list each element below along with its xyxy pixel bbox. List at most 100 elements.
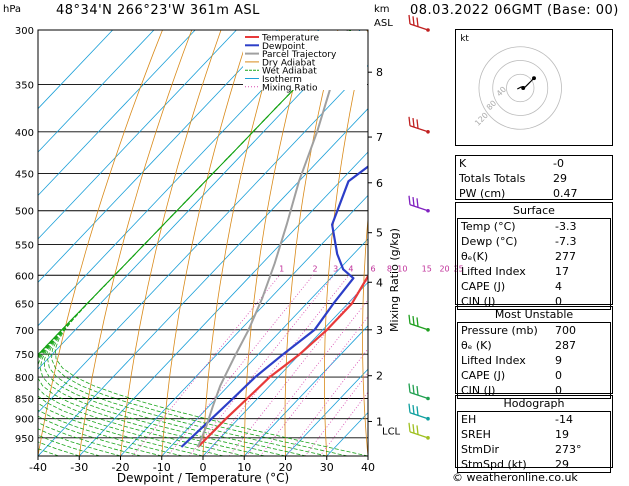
index-label: PW (cm)	[459, 187, 506, 200]
surface-label: Lifted Index	[461, 265, 526, 278]
y-axis-unit: hPa	[3, 4, 21, 15]
mu-value: 700	[555, 324, 576, 337]
pressure-tick-label: 700	[15, 326, 34, 337]
table-row: Dewp (°C) -7.3	[458, 234, 610, 249]
dry-adiabat-line	[202, 30, 280, 456]
mixing-ratio-tick-label: 20	[439, 264, 449, 273]
hodograph-ring-label: 40	[495, 85, 508, 98]
section-title: Hodograph	[503, 397, 565, 410]
most-unstable-table: Most Unstable Pressure (mb) 700 θₑ (K) 287…	[455, 306, 613, 399]
mixing-ratio-line	[205, 275, 350, 456]
pressure-tick-label: 800	[15, 373, 34, 384]
isotherm-line	[38, 30, 155, 153]
table-row: CAPE (J) 4	[458, 279, 610, 294]
table-row: Pressure (mb) 700	[458, 323, 610, 338]
mixing-ratio-tick-label: 3	[333, 264, 338, 273]
table-row: Temp (°C) -3.3	[458, 219, 610, 234]
mixing-ratio-tick-label: 10	[397, 264, 407, 273]
dry-adiabat-line	[284, 30, 339, 456]
isotherm-line	[38, 30, 196, 197]
pressure-tick-label: 550	[15, 240, 34, 251]
surface-value: 4	[555, 280, 562, 293]
legend-label: Parcel Trajectory	[262, 50, 337, 60]
wet-adiabat-line	[38, 30, 352, 456]
index-label: K	[459, 157, 467, 170]
isotherm-line	[38, 30, 113, 110]
mu-label: CIN (J)	[461, 384, 496, 397]
isotherm-line	[38, 64, 368, 414]
wind-barb	[408, 116, 430, 134]
dry-adiabat-line	[78, 30, 193, 456]
location-header: 48°34'N 266°23'W 361m ASL	[56, 3, 260, 18]
temp-tick-label: 10	[237, 461, 251, 474]
temp-tick-label: -10	[153, 461, 171, 474]
hodograph-ring	[506, 73, 535, 103]
km-tick-label: 1	[376, 415, 383, 428]
mixing-ratio-line	[285, 348, 368, 456]
surface-value: -3.3	[555, 220, 577, 233]
km-tick-label: 5	[376, 227, 383, 240]
hodo-value: 29	[555, 458, 569, 471]
mixing-ratio-tick-label: 15	[422, 264, 432, 273]
dry-adiabat-line	[400, 30, 426, 456]
isotherm-line	[120, 194, 368, 456]
wind-barb	[408, 422, 430, 440]
mixing-ratio-tick-label: 6	[371, 264, 376, 273]
indices-table: K -0 Totals Totals 29 PW (cm) 0.47	[455, 155, 613, 200]
isotherm-line	[285, 368, 368, 456]
section-title: Most Unstable	[494, 308, 574, 321]
hodograph-unit-label: kt	[460, 34, 469, 44]
surface-value: 277	[555, 250, 576, 263]
hodo-value: 19	[555, 428, 569, 441]
table-row: θₑ (K) 287	[458, 338, 610, 353]
dry-adiabat-line	[323, 30, 368, 456]
mixing-ratio-tick-label: 1	[279, 264, 284, 273]
surface-label: Dewp (°C)	[461, 235, 518, 248]
copyright-footer: © weatheronline.co.uk	[452, 471, 578, 484]
lcl-label: LCL	[382, 426, 401, 437]
hodograph-mean-point	[521, 86, 526, 90]
isotherm-line	[202, 281, 368, 456]
dewpoint-line	[180, 165, 368, 448]
table-row: CIN (J) 0	[458, 383, 610, 398]
parcel-trajectory-line	[196, 30, 349, 448]
wind-barb	[408, 195, 430, 213]
hodo-label: EH	[461, 413, 477, 426]
plot-lines	[38, 30, 426, 456]
table-row: Lifted Index 9	[458, 353, 610, 368]
dry-adiabat-line	[38, 30, 163, 456]
wet-adiabat-line	[39, 30, 352, 456]
dry-adiabat-line	[243, 30, 310, 456]
table-row: Totals Totals 29	[456, 171, 612, 186]
pressure-tick-label: 450	[15, 169, 34, 180]
wind-barb	[408, 403, 430, 421]
table-row: StmSpd (kt) 29	[458, 457, 610, 472]
table-row: CIN (J) 0	[458, 294, 610, 309]
temperature-line	[197, 274, 368, 448]
x-axis-label: Dewpoint / Temperature (°C)	[117, 471, 289, 485]
isotherm-line	[38, 30, 278, 283]
surface-value: -7.3	[555, 235, 577, 248]
hodo-value: -14	[555, 413, 573, 426]
mu-value: 0	[555, 369, 562, 382]
pressure-tick-label: 900	[15, 415, 34, 426]
legend-label: Mixing Ratio	[262, 83, 318, 93]
plot-area: hPa3003504004505005506006507007508008509…	[3, 4, 464, 485]
hodograph-ring	[478, 46, 562, 130]
isotherm-line	[38, 108, 368, 456]
pressure-tick-label: 350	[15, 81, 34, 92]
legend-label: Isotherm	[262, 75, 302, 85]
dry-adiabat-line	[161, 30, 251, 456]
mixing-ratio-tick-label: 2	[312, 264, 317, 273]
wet-adiabat-line	[38, 30, 352, 456]
mixing-ratio-tick-label: 25	[454, 264, 464, 273]
wet-adiabat-line	[38, 30, 352, 456]
table-row: CAPE (J) 0	[458, 368, 610, 383]
mixing-ratio-line	[246, 299, 368, 456]
pressure-tick-label: 650	[15, 300, 34, 311]
surface-label: CIN (J)	[461, 295, 496, 308]
temp-tick-label: 30	[320, 461, 334, 474]
hodograph-storm-point	[532, 76, 536, 81]
